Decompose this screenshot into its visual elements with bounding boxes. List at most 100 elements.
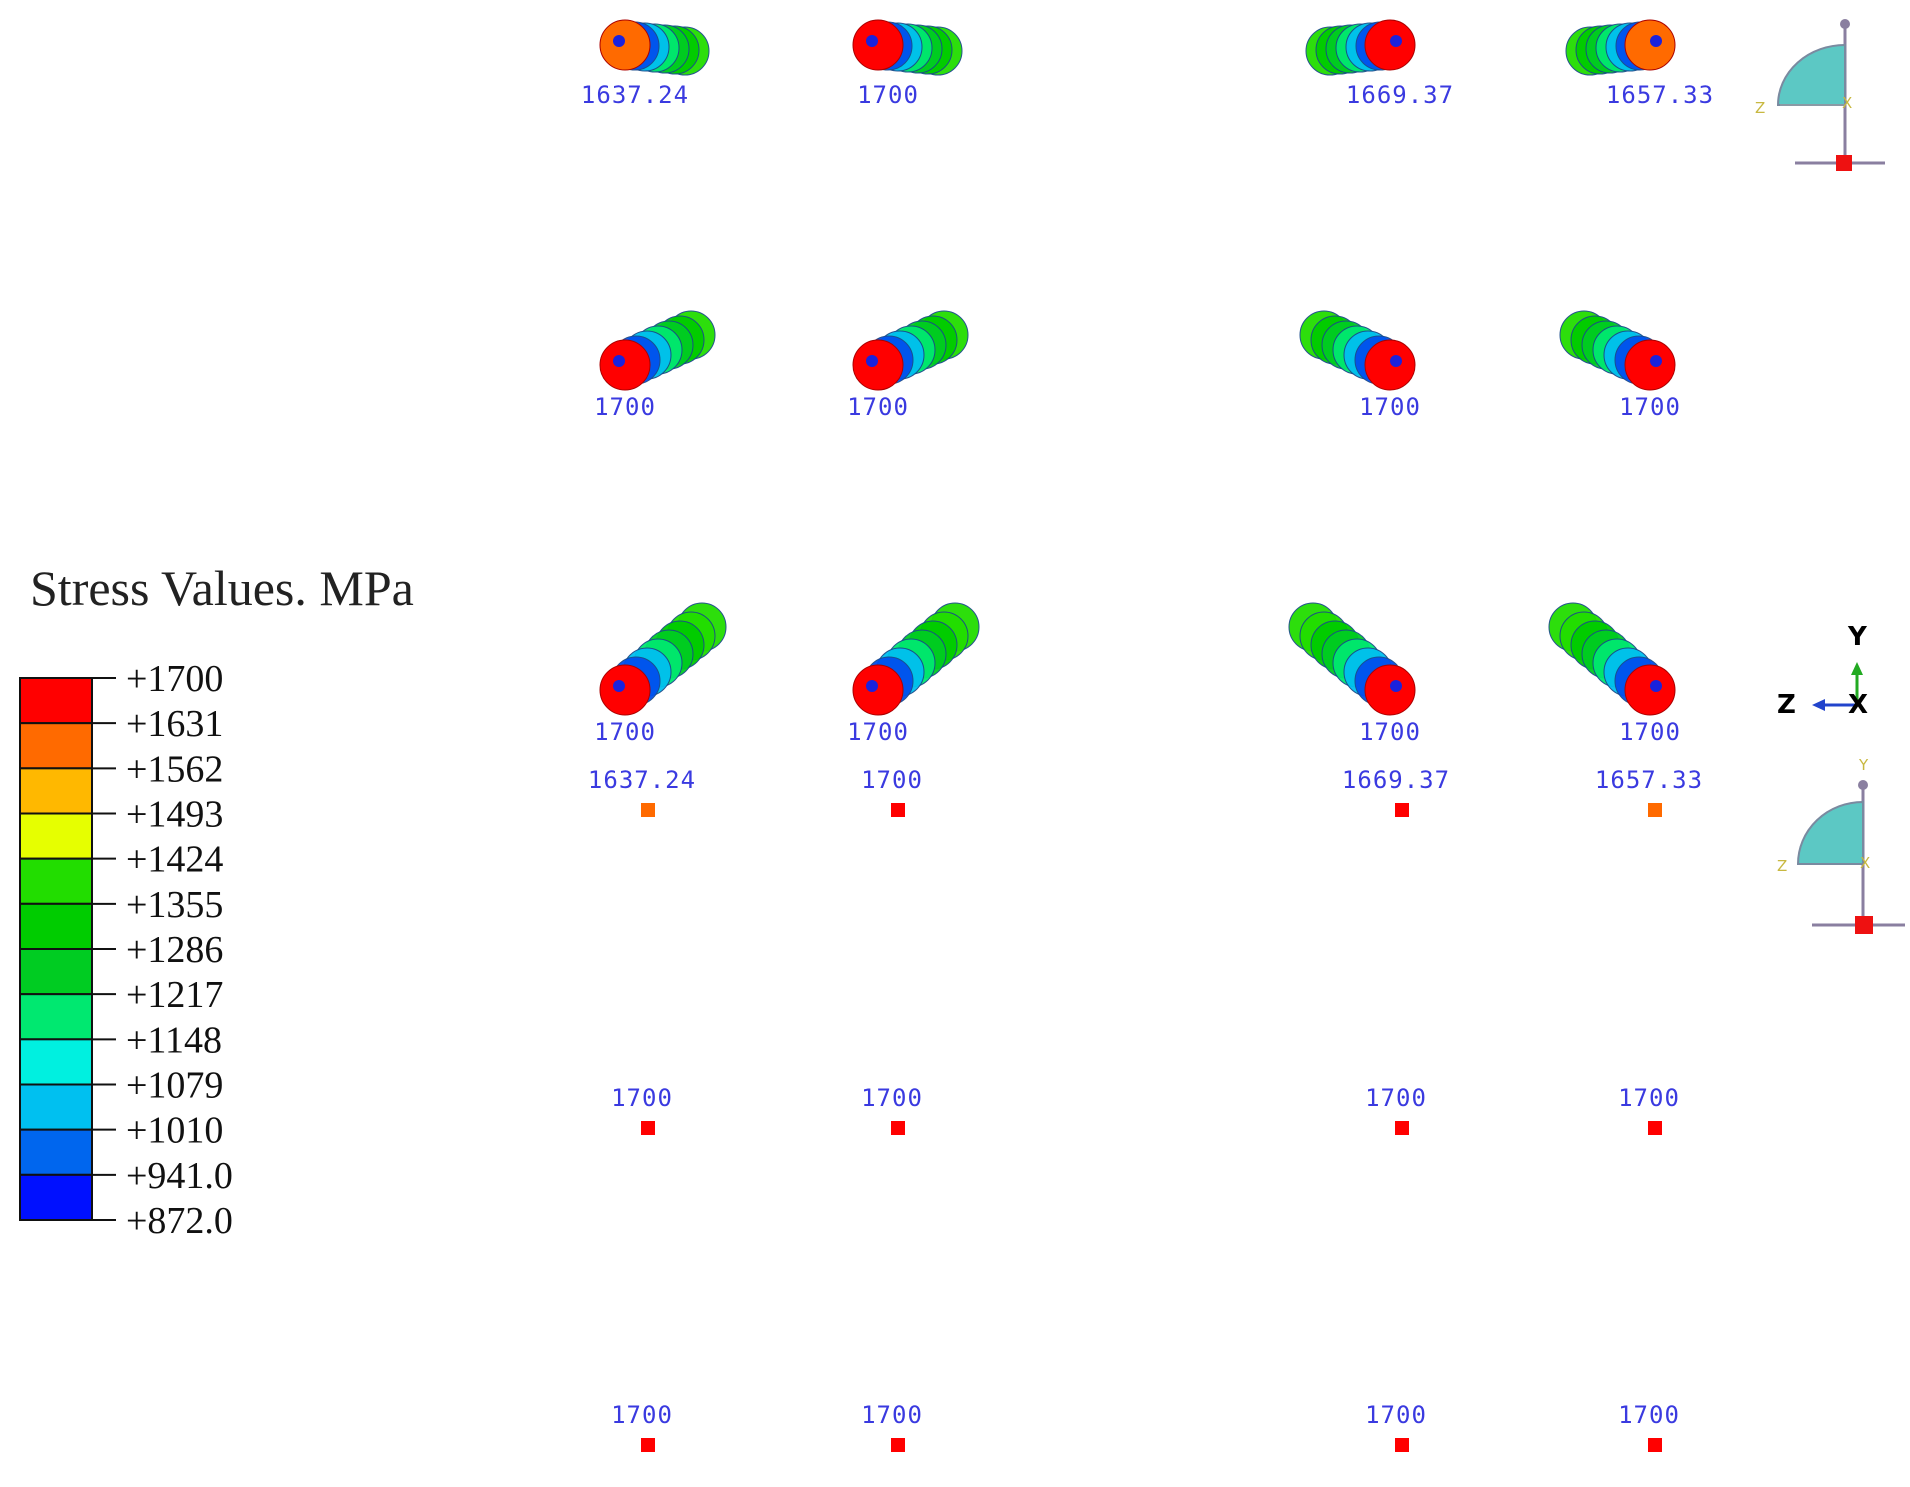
anchor-stress-label: 1700 <box>861 1084 923 1112</box>
strand-stress-label: 1700 <box>847 718 909 746</box>
anchor[interactable]: 1700 <box>1365 1401 1427 1452</box>
legend-label: +941.0 <box>126 1155 233 1197</box>
anchor-marker <box>891 1438 905 1452</box>
strand-node <box>1390 680 1402 692</box>
legend-swatch <box>19 902 93 950</box>
legend-label: +1286 <box>126 929 223 971</box>
anchor-stress-label: 1700 <box>861 766 923 794</box>
anchor[interactable]: 1700 <box>861 1084 923 1135</box>
strand-stress-label: 1700 <box>847 393 909 421</box>
legend-swatch <box>19 677 93 725</box>
strand-end <box>599 19 651 71</box>
anchor-marker <box>1395 1121 1409 1135</box>
strand[interactable]: 1700 <box>1559 310 1681 421</box>
anchor[interactable]: 1637.24 <box>588 766 696 817</box>
legend-swatch <box>19 948 93 996</box>
legend-label: +1700 <box>126 658 223 700</box>
legend-swatch <box>19 993 93 1041</box>
strand-node <box>866 680 878 692</box>
view-cube-bottom[interactable]: Y Z X <box>1777 756 1905 934</box>
anchor-marker <box>1648 1121 1662 1135</box>
anchor-stress-label: 1657.33 <box>1595 766 1703 794</box>
strand[interactable]: 1700 <box>594 602 727 746</box>
anchor-marker <box>891 803 905 817</box>
legend-label: +872.0 <box>126 1200 233 1242</box>
legend-swatches <box>19 677 93 1222</box>
view-cube-bottom-y-label: Y <box>1858 756 1869 774</box>
strand-node <box>613 355 625 367</box>
strand-stress-label: 1700 <box>1619 393 1681 421</box>
strand-end <box>599 664 651 716</box>
strand[interactable]: 1669.37 <box>1305 19 1454 109</box>
anchor-stress-label: 1669.37 <box>1342 766 1450 794</box>
anchor-marker <box>1648 1438 1662 1452</box>
strand[interactable]: 1657.33 <box>1565 19 1714 109</box>
triad-y-arrow <box>1851 662 1863 675</box>
anchor-marker <box>641 1438 655 1452</box>
strand[interactable]: 1700 <box>852 19 963 109</box>
strand[interactable]: 1700 <box>1299 310 1421 421</box>
anchor[interactable]: 1669.37 <box>1342 766 1450 817</box>
legend-label: +1010 <box>126 1110 223 1152</box>
legend-swatch <box>19 1128 93 1176</box>
view-cube-top-z-label: Z <box>1755 99 1765 117</box>
strand[interactable]: 1700 <box>1548 602 1681 746</box>
anchor[interactable]: 1700 <box>861 1401 923 1452</box>
legend-label: +1217 <box>126 974 223 1016</box>
legend-title: Stress Values. MPa <box>30 560 414 616</box>
strand-stress-label: 1637.24 <box>581 81 689 109</box>
view-cube-top-x-label: X <box>1842 94 1852 112</box>
strand-node <box>1650 355 1662 367</box>
anchor-stress-label: 1700 <box>861 1401 923 1429</box>
legend-label: +1493 <box>126 794 223 836</box>
strand-stress-label: 1700 <box>1359 393 1421 421</box>
anchor[interactable]: 1700 <box>611 1084 673 1135</box>
view-cube-top[interactable]: Z X <box>1755 19 1885 171</box>
anchor-stress-label: 1700 <box>1365 1401 1427 1429</box>
strand-stress-label: 1700 <box>1619 718 1681 746</box>
legend-swatch <box>19 812 93 860</box>
legend-label: +1631 <box>126 703 223 745</box>
anchor-marker <box>641 1121 655 1135</box>
strand-end <box>1624 19 1676 71</box>
strand[interactable]: 1637.24 <box>581 19 710 109</box>
anchor[interactable]: 1657.33 <box>1595 766 1703 817</box>
legend-label: +1355 <box>126 884 223 926</box>
strand-node <box>613 680 625 692</box>
strand-end <box>1364 19 1416 71</box>
anchor[interactable]: 1700 <box>1365 1084 1427 1135</box>
strand[interactable]: 1700 <box>594 310 716 421</box>
strand[interactable]: 1700 <box>847 310 969 421</box>
anchor-stress-label: 1700 <box>611 1401 673 1429</box>
view-cube-bottom-anchor <box>1855 916 1873 934</box>
legend-swatch <box>19 1173 93 1222</box>
strand-end <box>1624 664 1676 716</box>
strand-stress-label: 1669.37 <box>1346 81 1454 109</box>
anchor[interactable]: 1700 <box>861 766 923 817</box>
anchor-marker <box>641 803 655 817</box>
view-cube-top-anchor <box>1836 155 1852 171</box>
anchor-marker <box>1648 803 1662 817</box>
triad-z-arrow <box>1812 699 1825 711</box>
strand-node <box>1650 680 1662 692</box>
strand[interactable]: 1700 <box>1288 602 1421 746</box>
strand-node <box>613 35 625 47</box>
anchor[interactable]: 1700 <box>611 1401 673 1452</box>
strand-end <box>1364 664 1416 716</box>
anchor-marker <box>1395 803 1409 817</box>
strand-node <box>1390 355 1402 367</box>
anchor-stress-label: 1700 <box>1365 1084 1427 1112</box>
anchor[interactable]: 1700 <box>1618 1084 1680 1135</box>
view-cube-bottom-quadrant <box>1796 800 1864 865</box>
anchor-stress-label: 1700 <box>1618 1084 1680 1112</box>
legend-swatch <box>19 767 93 815</box>
anchor-stress-label: 1637.24 <box>588 766 696 794</box>
axis-triad: Y Z X <box>1777 622 1868 720</box>
strand[interactable]: 1700 <box>847 602 980 746</box>
legend-label: +1148 <box>126 1019 222 1061</box>
strand-stress-label: 1700 <box>594 718 656 746</box>
anchor[interactable]: 1700 <box>1618 1401 1680 1452</box>
anchor-marker <box>891 1121 905 1135</box>
legend-swatch <box>19 857 93 905</box>
